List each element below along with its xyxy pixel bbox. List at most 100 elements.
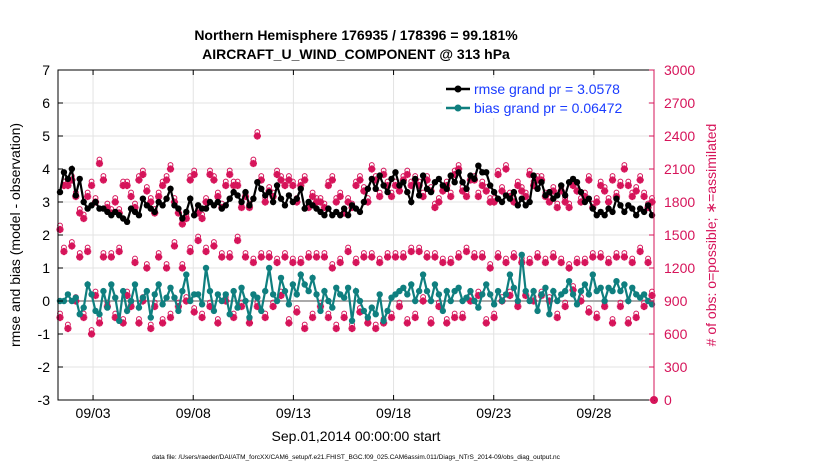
rmse-point [589,205,596,212]
bias-point [415,287,423,295]
obs-assimilated-point [612,253,621,261]
obs-assimilated-point [139,297,147,305]
y-left-tick-label: 0 [42,293,50,309]
obs-assimilated-point [368,165,376,173]
bias-point [64,291,72,298]
rmse-point [577,188,585,196]
obs-assimilated-point [628,192,636,201]
legend: rmse grand pr = 3.0578 bias grand pr = 0… [442,78,648,118]
obs-assimilated-point [451,313,459,322]
obs-assimilated-point [624,181,632,190]
rmse-point [404,188,411,196]
rmse-point [408,198,415,206]
rmse-point [486,182,494,189]
obs-assimilated-point [368,253,376,261]
bias-point [281,287,289,295]
obs-assimilated-point [581,258,589,267]
obs-assimilated-point [391,181,400,190]
rmse-point [558,182,565,189]
rmse-point [92,198,99,206]
obs-assimilated-point [261,198,269,206]
bias-point [254,294,261,301]
obs-assimilated-point [526,170,534,179]
obs-assimilated-point [494,170,502,179]
obs-assimilated-point [395,302,404,311]
rmse-point [613,195,620,202]
bias-point [246,314,253,321]
rmse-point [226,195,233,202]
rmse-point [368,175,375,183]
rmse-point [159,202,166,209]
obs-assimilated-point [498,187,506,195]
obs-assimilated-point [399,253,407,261]
obs-assimilated-point [182,214,190,223]
left-axis: -3 -2 -1 0 1 2 3 4 5 6 7 [38,62,63,408]
obs-assimilated-point [91,291,100,300]
obs-assimilated-point [257,176,265,184]
rmse-point [640,208,648,216]
rmse-point [554,192,561,199]
bias-point [159,301,166,308]
bias-point [127,297,135,305]
rmse-point [297,185,304,192]
rmse-point [250,195,257,202]
rmse-point [139,195,147,202]
bias-point [175,307,182,315]
obs-assimilated-point [257,253,265,261]
obs-assimilated-point [301,324,309,333]
bias-point [143,287,151,295]
obs-assimilated-point [249,258,257,267]
bias-point [408,281,415,288]
bias-point [301,281,308,288]
obs-assimilated-point [403,319,411,327]
obs-assimilated-point [545,198,553,206]
obs-assimilated-point [608,176,617,184]
obs-assimilated-point [186,247,194,256]
obs-assimilated-point [281,181,289,190]
obs-assimilated-point [241,192,250,201]
bias-point [242,297,249,305]
obs-assimilated-point [494,253,502,261]
bias-point [131,281,139,288]
rmse-point [644,202,652,209]
rmse-point [76,175,83,183]
y-left-tick-label: 7 [42,62,50,78]
bias-point [317,307,324,315]
bias-point [112,294,119,301]
rmse-point [340,205,348,212]
legend-label-bias: bias grand pr = 0.06472 [474,100,622,116]
obs-assimilated-point [415,181,423,190]
rmse-point [633,212,640,219]
y-right-tick-label: 2400 [664,128,695,144]
bias-point [554,297,561,305]
bias-point [581,281,589,288]
bias-point [431,281,439,288]
bias-point [167,284,174,291]
obs-assimilated-point [478,181,486,190]
obs-assimilated-point [305,203,313,212]
bias-point [194,291,202,298]
obs-assimilated-point [340,313,348,322]
rmse-point [388,175,395,183]
obs-assimilated-point [99,253,108,261]
bias-point [222,291,229,298]
obs-assimilated-point [529,181,538,190]
obs-assimilated-point [87,330,96,338]
obs-assimilated-point [64,181,72,190]
obs-assimilated-point [601,302,609,311]
rmse-point [344,212,352,219]
rmse-point [242,188,249,196]
obs-assimilated-point [226,253,234,261]
obs-assimilated-point [451,170,459,179]
obs-assimilated-point [383,181,392,190]
obs-assimilated-point [174,209,183,217]
rmse-point [356,208,364,216]
bias-point [475,304,482,311]
obs-assimilated-point [411,313,419,322]
obs-assimilated-point [170,242,179,250]
rmse-point [573,179,581,186]
obs-assimilated-point [356,176,364,184]
obs-assimilated-point [352,181,360,190]
obs-assimilated-point [455,165,463,173]
y-left-tick-label: 6 [42,95,50,111]
